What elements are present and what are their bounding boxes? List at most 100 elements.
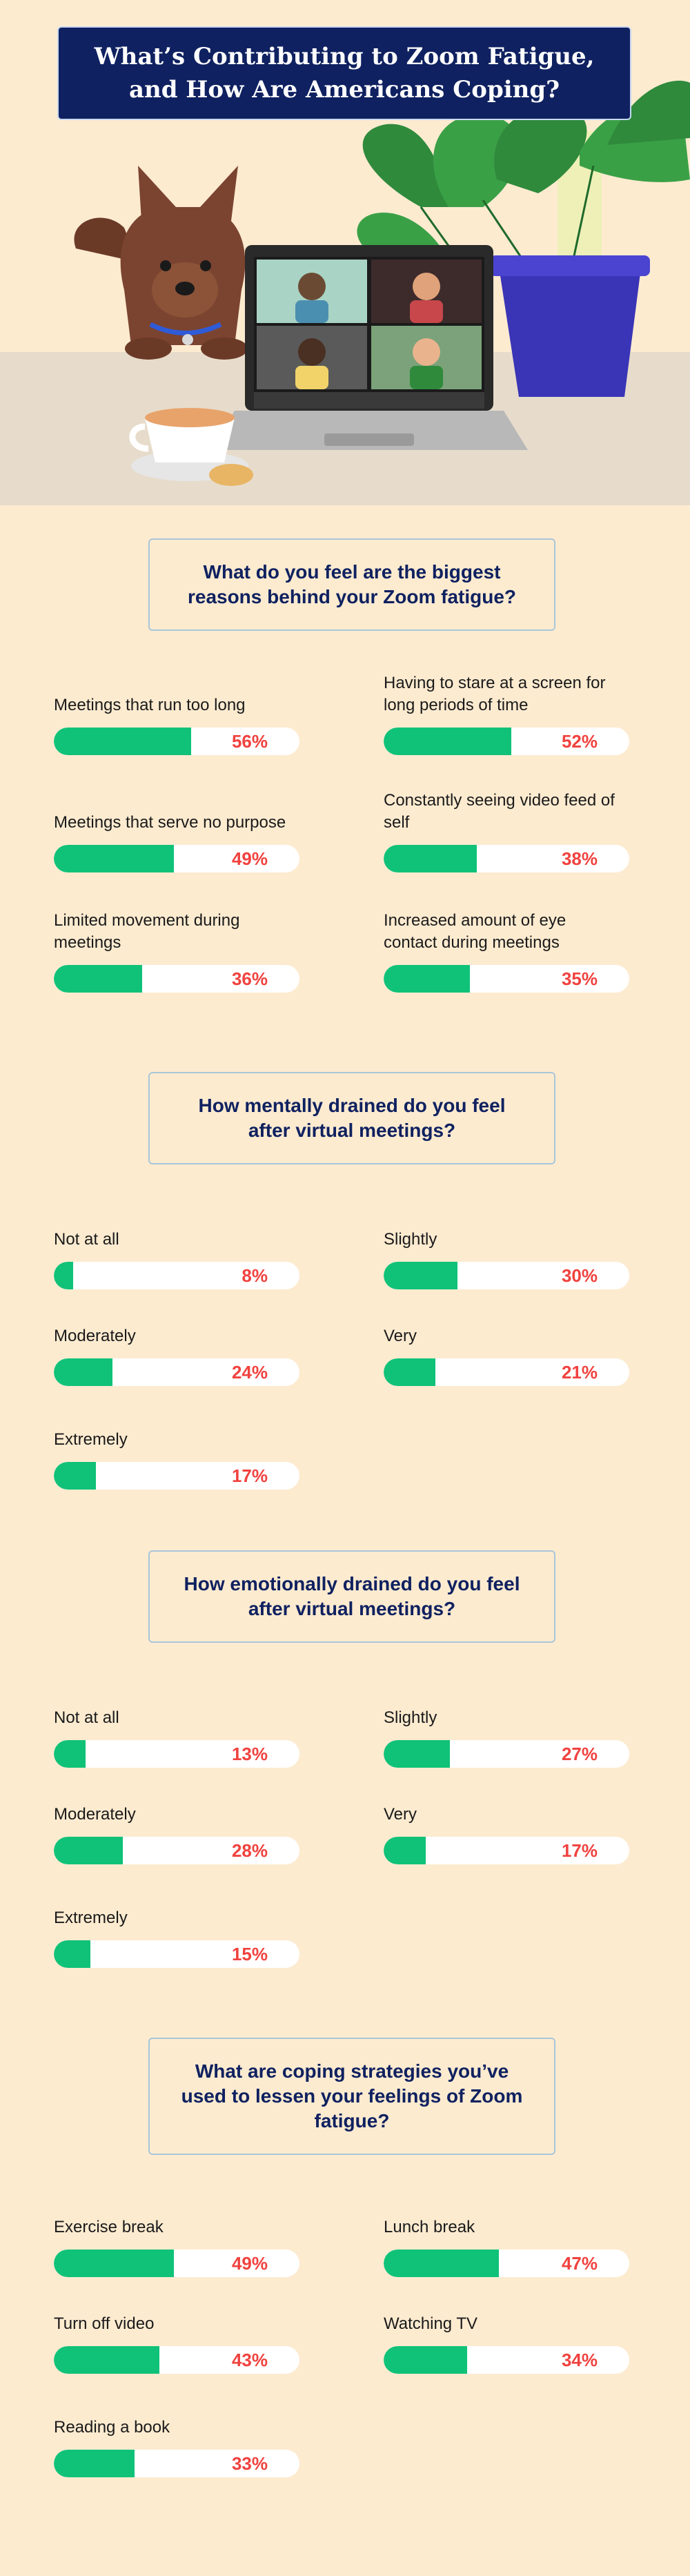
survey-item: Meetings that serve no purpose 49% xyxy=(54,776,302,872)
percent-label: 56% xyxy=(231,731,268,752)
item-label: Reading a book xyxy=(54,2418,170,2437)
item-label: Very xyxy=(384,1327,417,1345)
bar-fill xyxy=(54,2250,174,2277)
question-box: How emotionally drained do you feel afte… xyxy=(148,1550,555,1643)
hero-illustration xyxy=(74,80,690,486)
monstera-plant-icon xyxy=(357,80,690,263)
survey-item: Very 21% xyxy=(384,1289,632,1386)
item-label: Extremely xyxy=(54,1430,128,1449)
percent-label: 49% xyxy=(231,2253,268,2274)
bar-fill xyxy=(54,1940,90,1968)
survey-item: Increased amount of eye contact during m… xyxy=(384,896,632,993)
item-label: Moderately xyxy=(54,1327,136,1345)
bar-track: 27% xyxy=(384,1740,629,1768)
bar-fill xyxy=(54,1462,96,1490)
bar-track: 33% xyxy=(54,2450,299,2477)
plant-pot-icon xyxy=(490,255,650,397)
page-title: What’s Contributing to Zoom Fatigue, and… xyxy=(94,43,595,104)
percent-label: 24% xyxy=(231,1362,268,1383)
item-label: Increased amount of eye contact during m… xyxy=(384,911,566,952)
bar-track: 8% xyxy=(54,1262,299,1289)
percent-label: 49% xyxy=(231,848,268,869)
item-label: Slightly xyxy=(384,1708,437,1727)
bar-fill xyxy=(54,845,174,872)
bar-track: 17% xyxy=(54,1462,299,1490)
bar-track: 24% xyxy=(54,1358,299,1386)
percent-label: 34% xyxy=(561,2350,598,2370)
title-banner: What’s Contributing to Zoom Fatigue, and… xyxy=(57,26,631,120)
bar-track: 43% xyxy=(54,2346,299,2374)
percent-label: 13% xyxy=(231,1744,268,1764)
survey-item: Lunch break 47% xyxy=(384,2180,632,2277)
bar-track: 28% xyxy=(54,1837,299,1864)
survey-item: Limited movement during meetings 36% xyxy=(54,896,302,993)
survey-item: Moderately 28% xyxy=(54,1768,302,1864)
item-label: Lunch break xyxy=(384,2218,475,2236)
bar-track: 17% xyxy=(384,1837,629,1864)
bar-track: 34% xyxy=(384,2346,629,2374)
bar-fill xyxy=(54,728,191,755)
item-label: Turn off video xyxy=(54,2314,155,2333)
percent-label: 35% xyxy=(561,968,598,989)
survey-item: Very 17% xyxy=(384,1768,632,1864)
item-label: Meetings that run too long xyxy=(54,696,246,714)
bar-track: 52% xyxy=(384,728,629,755)
survey-item: Having to stare at a screen for long per… xyxy=(384,658,632,755)
bar-fill xyxy=(384,2346,467,2374)
bar-track: 35% xyxy=(384,965,629,993)
percent-label: 15% xyxy=(231,1944,268,1964)
survey-item: Watching TV 34% xyxy=(384,2277,632,2374)
question-box: What do you feel are the biggest reasons… xyxy=(148,538,555,631)
survey-item: Slightly 30% xyxy=(384,1193,632,1289)
bar-track: 49% xyxy=(54,845,299,872)
item-label: Meetings that serve no purpose xyxy=(54,813,286,832)
bar-track: 30% xyxy=(384,1262,629,1289)
bar-fill xyxy=(384,1262,457,1289)
bar-fill xyxy=(54,1740,86,1768)
question-box: What are coping strategies you’ve used t… xyxy=(148,2038,555,2155)
survey-item: Constantly seeing video feed of self 38% xyxy=(384,776,632,872)
item-label: Slightly xyxy=(384,1230,437,1249)
percent-label: 21% xyxy=(561,1362,598,1383)
hero-section: What’s Contributing to Zoom Fatigue, and… xyxy=(0,0,690,505)
survey-item: Slightly 27% xyxy=(384,1671,632,1768)
item-label: Constantly seeing video feed of self xyxy=(384,791,615,832)
percent-label: 30% xyxy=(561,1265,598,1286)
bar-track: 47% xyxy=(384,2250,629,2277)
bar-track: 13% xyxy=(54,1740,299,1768)
percent-label: 33% xyxy=(231,2453,268,2474)
item-label: Watching TV xyxy=(384,2314,478,2333)
bar-track: 38% xyxy=(384,845,629,872)
percent-label: 52% xyxy=(561,731,598,752)
percent-label: 28% xyxy=(231,1840,268,1861)
bar-fill xyxy=(54,1837,123,1864)
question-box: How mentally drained do you feel after v… xyxy=(148,1072,555,1164)
bar-fill xyxy=(54,1262,73,1289)
dog-icon xyxy=(74,166,248,360)
survey-item: Not at all 8% xyxy=(54,1193,302,1289)
bar-fill xyxy=(384,1740,450,1768)
laptop-icon xyxy=(210,245,528,450)
bar-fill xyxy=(384,845,477,872)
survey-item: Not at all 13% xyxy=(54,1671,302,1768)
bar-fill xyxy=(54,1358,112,1386)
bar-fill xyxy=(54,965,142,993)
bar-track: 21% xyxy=(384,1358,629,1386)
item-label: Extremely xyxy=(54,1909,128,1927)
bar-track: 49% xyxy=(54,2250,299,2277)
percent-label: 27% xyxy=(561,1744,598,1764)
bar-fill xyxy=(384,2250,499,2277)
bar-fill xyxy=(54,2450,135,2477)
item-label: Not at all xyxy=(54,1708,119,1727)
item-label: Not at all xyxy=(54,1230,119,1249)
teacup-icon xyxy=(129,408,253,486)
percent-label: 17% xyxy=(561,1840,598,1861)
survey-item: Moderately 24% xyxy=(54,1289,302,1386)
survey-item: Turn off video 43% xyxy=(54,2277,302,2374)
item-label: Moderately xyxy=(54,1805,136,1824)
survey-item: Extremely 17% xyxy=(54,1393,302,1490)
bar-fill xyxy=(384,1358,435,1386)
percent-label: 17% xyxy=(231,1465,268,1486)
percent-label: 38% xyxy=(561,848,598,869)
percent-label: 47% xyxy=(561,2253,598,2274)
